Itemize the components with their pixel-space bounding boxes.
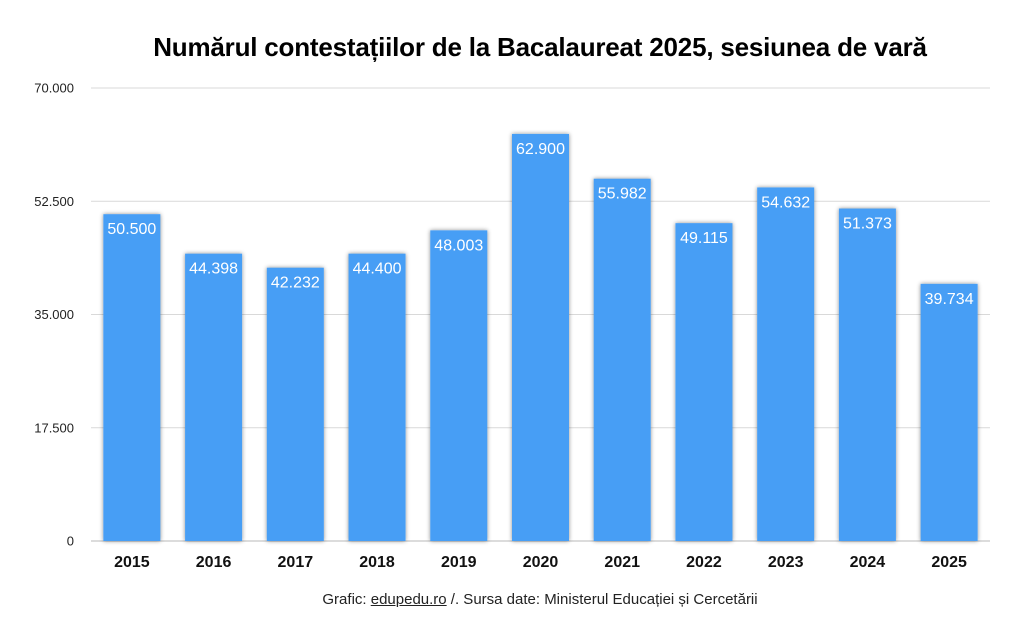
bar-2018: [348, 253, 406, 541]
y-tick-label: 17.500: [34, 420, 74, 435]
bar-2019: [430, 230, 488, 541]
bar-2025: [920, 283, 978, 541]
value-label-2019: 48.003: [434, 237, 483, 254]
value-label-2018: 44.400: [353, 261, 402, 278]
chart-footer: Grafic: edupedu.ro /. Sursa date: Minist…: [0, 591, 1024, 608]
x-tick-label-2017: 2017: [278, 554, 314, 571]
value-label-2016: 44.398: [189, 261, 238, 278]
bar-2016: [185, 253, 243, 541]
value-label-2020: 62.900: [516, 141, 565, 158]
value-label-2017: 42.232: [271, 275, 320, 292]
footer-prefix: Grafic:: [322, 591, 371, 608]
x-tick-label-2023: 2023: [768, 554, 804, 571]
footer-suffix: /. Sursa date: Ministerul Educației și C…: [446, 591, 758, 608]
bar-2024: [838, 208, 896, 541]
value-label-2022: 49.115: [680, 230, 728, 247]
x-tick-label-2019: 2019: [441, 554, 477, 571]
y-tick-label: 52.500: [34, 194, 74, 209]
x-tick-label-2021: 2021: [604, 554, 640, 571]
bar-2023: [757, 187, 815, 541]
value-label-2023: 54.632: [761, 194, 810, 211]
y-tick-label: 70.000: [34, 81, 74, 96]
x-tick-label-2024: 2024: [850, 554, 886, 571]
value-label-2015: 50.500: [107, 221, 156, 238]
value-label-2021: 55.982: [598, 186, 647, 203]
source-link[interactable]: edupedu.ro: [370, 591, 447, 608]
bar-2022: [675, 223, 733, 541]
x-tick-label-2022: 2022: [686, 554, 722, 571]
bar-2020: [512, 133, 569, 541]
bar-2015: [103, 214, 161, 541]
bar-2017: [266, 267, 324, 541]
value-label-2025: 39.734: [925, 291, 974, 308]
y-tick-label: 0: [67, 534, 74, 549]
x-tick-label-2025: 2025: [931, 554, 967, 571]
bar-2021: [593, 178, 651, 541]
x-tick-label-2016: 2016: [196, 554, 232, 571]
bar-chart: 0 17.500 35.000 52.500 70.000 50.500 2015 44.39…: [34, 81, 990, 571]
y-tick-label: 35.000: [34, 307, 74, 322]
x-tick-label-2018: 2018: [359, 554, 395, 571]
value-label-2024: 51.373: [843, 216, 892, 233]
x-tick-label-2015: 2015: [114, 554, 150, 571]
x-tick-label-2020: 2020: [523, 554, 559, 571]
chart-title: Numărul contestațiilor de la Bacalaureat…: [153, 32, 927, 62]
